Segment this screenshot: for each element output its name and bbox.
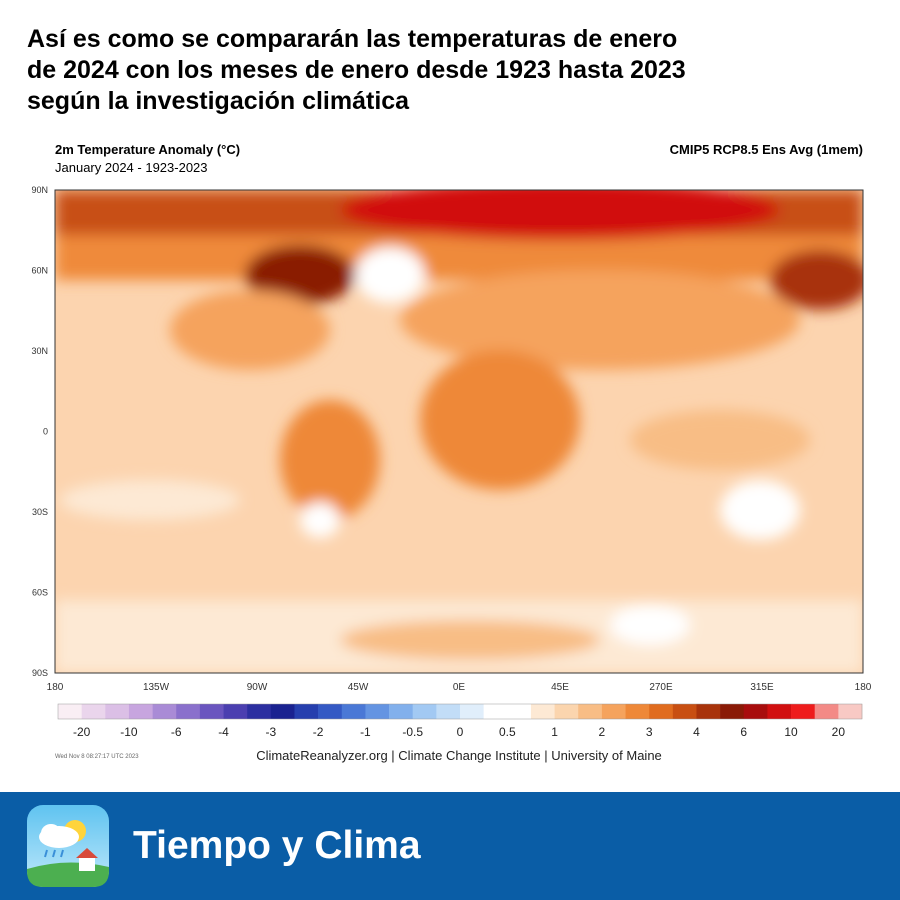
colorbar-swatch	[554, 704, 579, 719]
colorbar-swatch	[294, 704, 319, 719]
colorbar-swatch	[270, 704, 295, 719]
colorbar-swatch	[838, 704, 863, 719]
colorbar-swatch	[58, 704, 82, 719]
longitude-label: 90W	[247, 682, 268, 693]
colorbar-swatch	[128, 704, 153, 719]
colorbar-label: -2	[313, 725, 324, 739]
colorbar-swatch	[649, 704, 674, 719]
credit: ClimateReanalyzer.org | Climate Change I…	[256, 748, 662, 763]
colorbar-label: -20	[73, 725, 91, 739]
map-frame	[54, 189, 864, 674]
colorbar-label: -10	[120, 725, 138, 739]
colorbar-label: 4	[693, 725, 700, 739]
headline: Así es como se compararán las temperatur…	[27, 24, 686, 117]
latitude-label: 60N	[31, 266, 48, 276]
colorbar-swatch	[365, 704, 390, 719]
longitude-label: 45E	[551, 682, 569, 693]
latitude-label: 30S	[32, 507, 48, 517]
latitude-label: 0	[43, 427, 48, 437]
colorbar-swatch	[389, 704, 414, 719]
colorbar-swatch	[318, 704, 343, 719]
colorbar-swatch	[791, 704, 816, 719]
colorbar-label: -1	[360, 725, 371, 739]
map-figure: 2m Temperature Anomaly (°C) January 2024…	[31, 142, 872, 763]
model-label: CMIP5 RCP8.5 Ens Avg (1mem)	[670, 142, 863, 157]
colorbar-frame	[57, 703, 863, 720]
colorbar-swatch	[247, 704, 272, 719]
colorbar-swatch	[81, 704, 106, 719]
latitude-label: 30N	[31, 346, 48, 356]
longitude-label: 45W	[348, 682, 369, 693]
colorbar-swatch	[743, 704, 768, 719]
longitude-labels: 180 135W 90W 45W 0E 45E 270E 315E 180	[47, 682, 872, 693]
colorbar-label: 1	[551, 725, 558, 739]
colorbar-swatch	[223, 704, 248, 719]
colorbar-swatch	[436, 704, 461, 719]
colorbar-label: -6	[171, 725, 182, 739]
colorbar: -20 -10 -6 -4 -3 -2 -1 -0.5 0 0.5 1 2 3 4 6 10 20	[57, 703, 863, 739]
map-subtitle: January 2024 - 1923-2023	[55, 160, 208, 175]
colorbar-swatch	[530, 704, 555, 719]
colorbar-swatch	[105, 704, 130, 719]
colorbar-swatch	[176, 704, 201, 719]
colorbar-label: 6	[740, 725, 747, 739]
colorbar-swatch	[672, 704, 697, 719]
colorbar-swatch	[199, 704, 224, 719]
latitude-labels: 90N 60N 30N 0 30S 60S 90S	[31, 185, 48, 678]
headline-line: de 2024 con los meses de enero desde 192…	[27, 56, 686, 84]
colorbar-swatch	[720, 704, 745, 719]
latitude-label: 60S	[32, 588, 48, 598]
colorbar-label: 2	[599, 725, 606, 739]
footer: Tiempo y Clima	[0, 792, 900, 900]
map-title: 2m Temperature Anomaly (°C)	[55, 142, 240, 157]
colorbar-swatch	[460, 704, 484, 719]
colorbar-swatch	[412, 704, 437, 719]
colorbar-swatch	[152, 704, 177, 719]
colorbar-label: -3	[265, 725, 276, 739]
headline-line: según la investigación climática	[27, 87, 410, 115]
longitude-label: 315E	[750, 682, 774, 693]
colorbar-label: 20	[832, 725, 846, 739]
colorbar-label: 0	[457, 725, 464, 739]
longitude-label: 180	[47, 682, 64, 693]
colorbar-swatch	[696, 704, 721, 719]
colorbar-swatch	[767, 704, 792, 719]
longitude-label: 135W	[143, 682, 170, 693]
colorbar-label: 3	[646, 725, 653, 739]
timestamp: Wed Nov 8 08:27:17 UTC 2023	[55, 754, 139, 760]
colorbar-label: 10	[784, 725, 798, 739]
colorbar-swatch	[341, 704, 366, 719]
anomaly-field	[55, 190, 863, 673]
longitude-label: 270E	[649, 682, 673, 693]
colorbar-swatch	[507, 704, 532, 719]
app-icon	[27, 805, 109, 887]
colorbar-swatch	[814, 704, 839, 719]
longitude-label: 0E	[453, 682, 466, 693]
colorbar-label: 0.5	[499, 725, 516, 739]
longitude-label: 180	[855, 682, 872, 693]
colorbar-label: -0.5	[402, 725, 423, 739]
colorbar-label: -4	[218, 725, 229, 739]
headline-line: Así es como se compararán las temperatur…	[27, 25, 678, 53]
colorbar-swatch	[483, 704, 508, 719]
colorbar-swatch	[625, 704, 650, 719]
colorbar-swatch	[601, 704, 626, 719]
latitude-label: 90N	[31, 185, 48, 195]
latitude-label: 90S	[32, 668, 48, 678]
brand: Tiempo y Clima	[133, 824, 421, 867]
colorbar-swatch	[578, 704, 603, 719]
